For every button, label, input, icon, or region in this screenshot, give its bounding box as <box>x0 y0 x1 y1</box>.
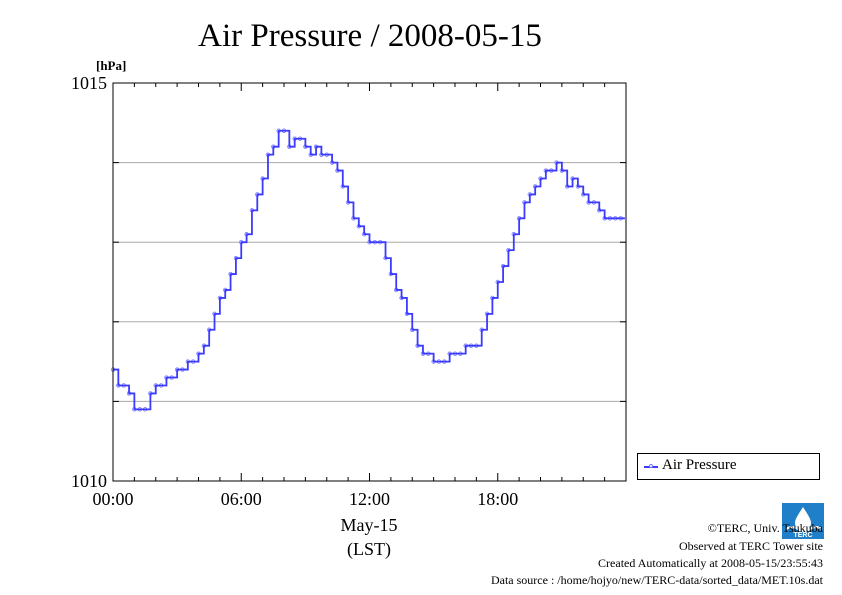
series-line-air-pressure <box>113 129 625 411</box>
x-tick-label: 12:00 <box>349 489 390 509</box>
x-tick-label: 00:00 <box>92 489 133 509</box>
y-tick-label: 1015 <box>71 73 107 93</box>
y-tick-label: 1010 <box>71 471 107 491</box>
legend-marker <box>649 464 653 468</box>
chart-legend: Air Pressure <box>637 453 820 480</box>
credit-line: ©TERC, Univ. Tsukuba <box>707 521 823 535</box>
chart-title: Air Pressure / 2008-05-15 <box>198 18 542 54</box>
x-axis-timezone-label: (LST) <box>347 539 391 560</box>
data-source-path: Data source : /home/hojyo/new/TERC-data/… <box>490 573 823 587</box>
y-axis-ticks: 1010 1015 <box>71 73 626 491</box>
observation-site: Observed at TERC Tower site <box>678 539 823 553</box>
created-timestamp: Created Automatically at 2008-05-15/23:5… <box>598 556 823 570</box>
legend-label-air-pressure: Air Pressure <box>662 457 737 473</box>
terc-logo: TERC <box>782 503 824 539</box>
y-axis-label: [hPa] <box>96 58 126 73</box>
x-tick-label: 06:00 <box>221 489 262 509</box>
x-axis-label: May-15 <box>341 515 398 535</box>
logo-text: TERC <box>793 532 812 539</box>
x-tick-label: 18:00 <box>477 489 518 509</box>
grid-lines <box>113 162 626 402</box>
plot-frame <box>112 82 627 482</box>
x-axis-ticks: 00:00 06:00 12:00 18:00 <box>92 83 627 509</box>
